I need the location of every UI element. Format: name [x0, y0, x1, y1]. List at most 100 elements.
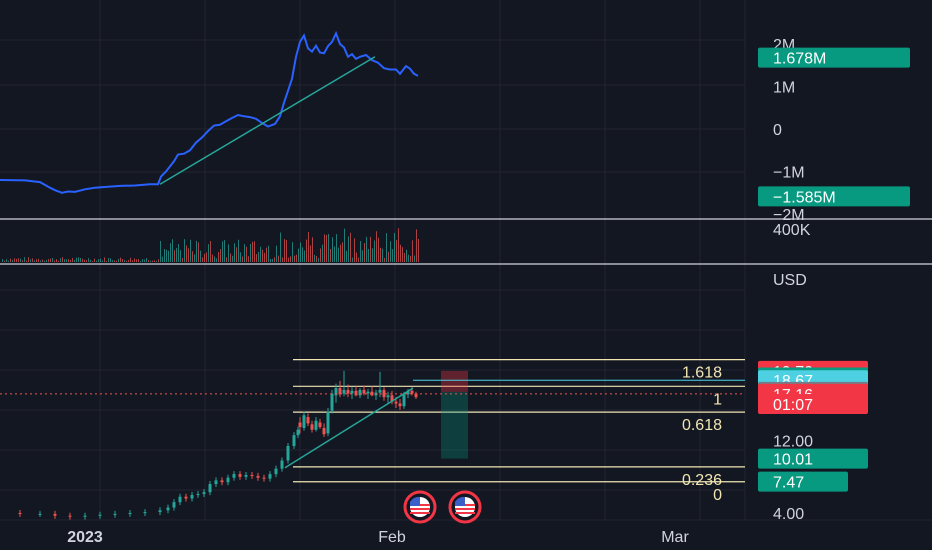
us-flag-icon[interactable]	[403, 490, 437, 524]
volume-bar	[350, 232, 351, 262]
time-tick-label: Mar	[661, 529, 689, 546]
candle-body	[394, 401, 398, 404]
price-badge[interactable]	[758, 393, 868, 414]
history-candle	[190, 494, 194, 499]
volume-bar	[376, 231, 377, 262]
volume-bar	[296, 254, 297, 262]
history-candle	[83, 515, 87, 517]
volume-bar	[14, 258, 15, 262]
volume-bar	[384, 257, 385, 262]
obv-value-badge[interactable]	[758, 47, 910, 68]
volume-bar	[238, 239, 239, 262]
volume-bar	[342, 242, 343, 262]
us-flag-icon[interactable]	[448, 490, 482, 524]
time-tick-label: Feb	[378, 529, 406, 546]
volume-bar	[418, 239, 419, 262]
volume-bar	[394, 232, 395, 262]
volume-bar	[366, 236, 367, 262]
fib-level-label: 0.618	[682, 417, 722, 434]
obv-tick-label: −1M	[773, 165, 805, 182]
volume-bar	[326, 235, 327, 262]
volume-bar	[270, 258, 271, 262]
volume-bar	[124, 259, 125, 262]
volume-bar	[150, 260, 151, 262]
history-candle	[53, 513, 57, 516]
volume-bar	[40, 260, 41, 262]
volume-bar	[42, 259, 43, 262]
volume-bar	[98, 259, 99, 262]
volume-bar	[50, 258, 51, 262]
candle-body	[302, 415, 306, 428]
volume-bar	[18, 258, 19, 262]
volume-bar	[228, 244, 229, 262]
volume-bar	[298, 248, 299, 262]
volume-bar	[12, 259, 13, 262]
volume-bar	[382, 248, 383, 262]
volume-bar	[154, 260, 155, 262]
obv-value-badge[interactable]	[758, 186, 910, 207]
history-candle	[286, 446, 290, 461]
volume-bar	[282, 257, 283, 262]
volume-bar	[146, 258, 147, 262]
volume-bar	[142, 259, 143, 262]
history-candle	[238, 474, 242, 477]
candle-body	[398, 403, 402, 407]
volume-bar	[244, 244, 245, 262]
volume-bar	[82, 258, 83, 262]
obv-line[interactable]	[0, 30, 419, 194]
volume-bar	[30, 259, 31, 262]
volume-bar	[272, 258, 273, 262]
volume-bar	[390, 241, 391, 262]
candle-body	[354, 390, 358, 396]
volume-bar	[74, 259, 75, 262]
volume-bar	[144, 259, 145, 262]
volume-bar	[294, 255, 295, 262]
candle-body	[326, 411, 330, 434]
candle-body	[334, 388, 338, 396]
volume-bar	[268, 245, 269, 262]
volume-bar	[300, 242, 301, 262]
volume-bar	[410, 255, 411, 262]
history-candle	[208, 484, 212, 493]
price-badge[interactable]	[758, 471, 848, 492]
volume-bar	[172, 239, 173, 262]
volume-bar	[54, 260, 55, 262]
volume-bar	[206, 252, 207, 262]
volume-bar	[414, 255, 415, 262]
stop-zone[interactable]	[441, 370, 468, 392]
target-zone[interactable]	[441, 391, 468, 459]
obv-trendline[interactable]	[159, 56, 376, 185]
price-badge-label: 01:07	[773, 397, 813, 414]
time-axis[interactable]: 2023 Feb Mar	[67, 529, 689, 546]
price-tick-label: 4.00	[773, 506, 804, 523]
history-candle	[158, 510, 162, 513]
volume-bar	[56, 259, 57, 262]
price-badge[interactable]	[758, 448, 868, 469]
volume-bar	[104, 257, 105, 262]
volume-bar	[378, 237, 379, 262]
price-trendline[interactable]	[284, 387, 414, 469]
history-candle	[250, 474, 254, 476]
history-candle	[113, 513, 117, 515]
history-candle	[166, 507, 170, 511]
volume-bar	[250, 243, 251, 262]
volume-bar	[388, 251, 389, 262]
fib-level-label: 1	[713, 391, 722, 408]
history-candle	[143, 512, 147, 514]
volume-bar	[348, 236, 349, 262]
volume-bar	[392, 249, 393, 262]
candle-body	[350, 390, 354, 394]
volume-bar	[102, 260, 103, 262]
obv-pane[interactable]	[0, 30, 419, 194]
candle-body	[382, 389, 386, 398]
price-axis[interactable]: 2M1M0−1M−2M1.678M−1.585M400KUSD12.004.00…	[758, 37, 910, 523]
volume-bar	[34, 260, 35, 262]
history-candle	[226, 477, 230, 483]
volume-bar	[304, 250, 305, 262]
event-icons[interactable]	[403, 490, 482, 524]
candle-body	[322, 427, 326, 435]
candle-body	[330, 393, 334, 411]
volume-pane	[2, 228, 419, 262]
